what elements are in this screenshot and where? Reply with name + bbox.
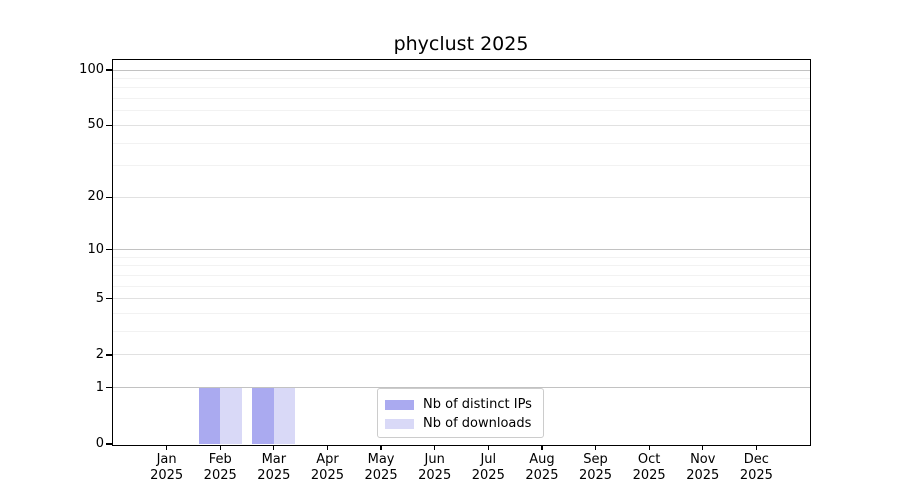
x-tick-mark	[755, 445, 758, 450]
bar-downloads	[273, 387, 296, 444]
legend-label-distinct-ips: Nb of distinct IPs	[423, 397, 532, 412]
x-tick-label: Apr 2025	[310, 452, 344, 483]
x-tick-mark	[594, 445, 597, 450]
y-tick-mark	[106, 443, 113, 445]
y-tick-mark	[106, 196, 113, 198]
gridline-minor	[113, 313, 810, 315]
y-tick-mark	[106, 249, 113, 251]
x-tick-label: Jul 2025	[471, 452, 505, 483]
legend-label-downloads: Nb of downloads	[423, 416, 532, 431]
legend-item-downloads: Nb of downloads	[385, 414, 543, 433]
bar-downloads	[220, 387, 242, 444]
y-tick-label: 10	[87, 241, 104, 257]
gridline	[113, 298, 810, 300]
x-tick-mark	[165, 445, 168, 450]
gridline-minor	[113, 256, 810, 258]
bar-distinct-ips	[252, 387, 274, 444]
y-tick-mark	[106, 69, 113, 71]
x-tick-label: Jan 2025	[150, 452, 184, 483]
y-tick-label: 50	[87, 117, 104, 133]
y-tick-label: 1	[95, 379, 104, 395]
x-tick-label: Feb 2025	[203, 452, 237, 483]
gridline	[113, 354, 810, 356]
x-tick-label: Jun 2025	[418, 452, 452, 483]
y-tick-label: 0	[95, 436, 104, 451]
gridline-minor	[113, 142, 810, 144]
x-tick-label: Oct 2025	[632, 452, 666, 483]
x-tick-label: Aug 2025	[525, 452, 559, 483]
x-tick-mark	[648, 445, 650, 450]
chart-title: phyclust 2025	[393, 33, 529, 55]
x-tick-label: Nov 2025	[686, 452, 720, 483]
legend-item-distinct-ips: Nb of distinct IPs	[385, 395, 543, 414]
gridline-minor	[113, 331, 810, 333]
x-tick-mark	[219, 445, 221, 450]
gridline-minor	[113, 110, 810, 112]
y-tick-label: 5	[95, 290, 104, 306]
y-tick-label: 2	[95, 346, 104, 362]
x-tick-label: Mar 2025	[257, 452, 291, 483]
bar-distinct-ips	[198, 387, 221, 444]
x-tick-label: Dec 2025	[739, 452, 773, 483]
gridline-major	[113, 69, 810, 71]
gridline-minor	[113, 87, 810, 89]
y-tick-label: 20	[87, 189, 104, 205]
legend: Nb of distinct IPs Nb of downloads	[377, 388, 544, 438]
x-tick-mark	[326, 445, 329, 450]
y-tick-label: 100	[79, 62, 104, 77]
y-tick-mark	[106, 124, 113, 127]
gridline-minor	[113, 165, 810, 167]
gridline-major	[113, 387, 810, 389]
gridline-minor	[113, 98, 810, 100]
x-tick-label: May 2025	[364, 452, 398, 483]
gridline-minor	[113, 285, 810, 287]
x-tick-mark	[434, 445, 436, 450]
legend-swatch-downloads	[385, 418, 414, 429]
x-tick-mark	[273, 445, 275, 450]
gridline	[113, 124, 810, 126]
gridline-minor	[113, 265, 810, 267]
gridline-major	[113, 249, 810, 251]
gridline-minor	[113, 274, 810, 276]
x-tick-mark	[702, 445, 704, 450]
y-tick-mark	[106, 354, 113, 356]
legend-swatch-distinct-ips	[385, 399, 414, 410]
gridline-minor	[113, 77, 810, 79]
y-tick-mark	[106, 387, 113, 389]
x-tick-mark	[380, 445, 382, 450]
x-tick-label: Sep 2025	[578, 452, 613, 483]
x-tick-mark	[541, 445, 543, 450]
gridline	[113, 196, 810, 198]
x-tick-mark	[487, 445, 489, 450]
y-tick-mark	[106, 298, 113, 300]
